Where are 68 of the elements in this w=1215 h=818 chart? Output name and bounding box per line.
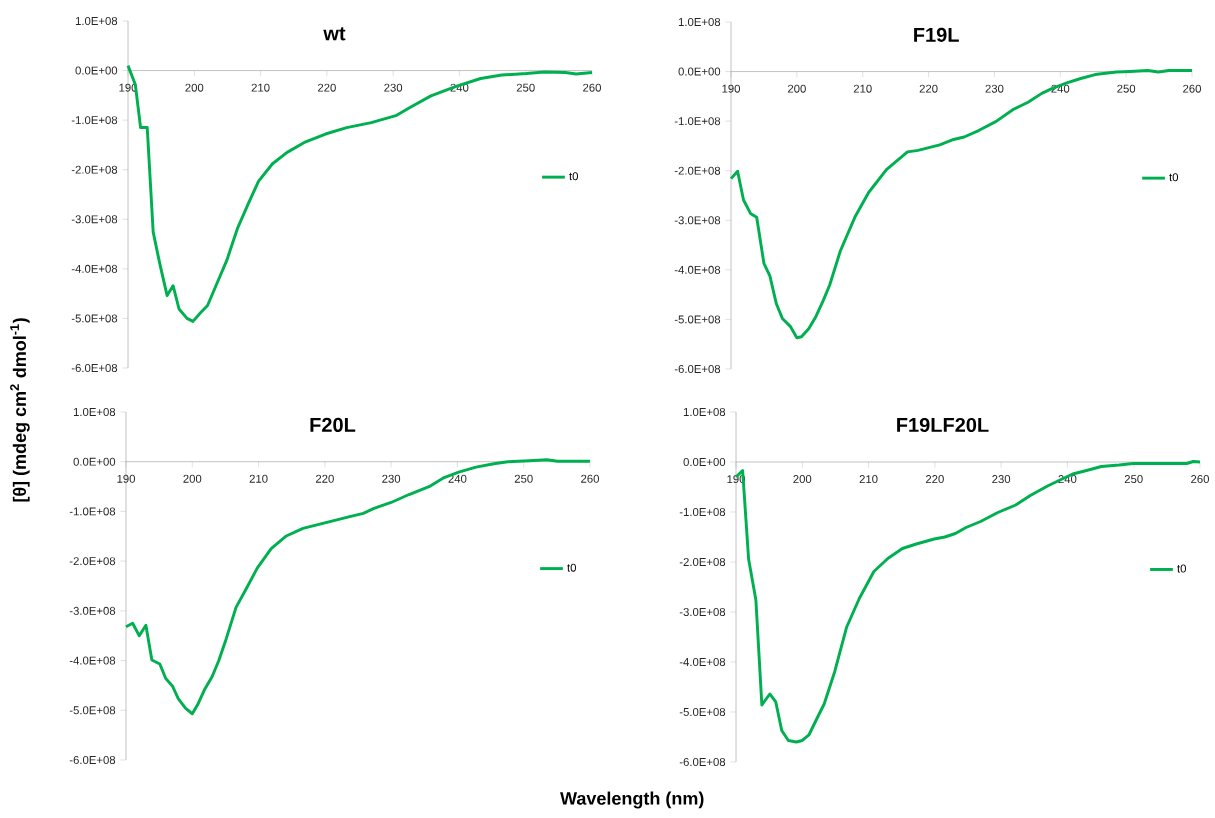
y-tick-label: -1.0E+08 (71, 116, 118, 125)
chart-title: F19LF20L (897, 417, 989, 433)
y-tick-label: -5.0E+08 (674, 315, 721, 324)
x-tick-label: 220 (919, 84, 938, 93)
x-tick-label: 210 (853, 84, 872, 93)
x-tick-label: 200 (793, 475, 812, 484)
x-tick-label: 230 (992, 475, 1011, 484)
legend-label: t0 (567, 563, 576, 572)
y-tick-label: 0.0E+00 (678, 67, 721, 76)
x-tick-label: 220 (925, 475, 944, 484)
x-tick-label: 250 (1117, 84, 1136, 93)
x-tick-label: 230 (384, 83, 403, 92)
x-tick-label: 260 (581, 474, 599, 483)
x-axis-title: Wavelength (nm) (560, 791, 704, 809)
y-tick-label: -4.0E+08 (679, 657, 726, 666)
x-tick-label: 250 (514, 474, 533, 483)
y-tick-label: -5.0E+08 (71, 314, 118, 323)
y-tick-label: -2.0E+08 (679, 557, 726, 566)
legend-label: t0 (569, 172, 578, 181)
x-tick-label: 210 (859, 475, 878, 484)
y-tick-label: -3.0E+08 (674, 216, 721, 225)
y-tick-label: 0.0E+00 (73, 457, 116, 466)
x-tick-label: 260 (583, 83, 601, 92)
y-tick-label: -3.0E+08 (679, 607, 726, 616)
y-tick-label: -1.0E+08 (69, 507, 116, 516)
y-tick-label: -6.0E+08 (69, 755, 116, 764)
y-tick-label: -6.0E+08 (679, 757, 726, 766)
y-tick-label: -4.0E+08 (69, 656, 116, 665)
chart-title: F20L (310, 417, 356, 432)
x-tick-label: 230 (382, 474, 401, 483)
y-tick-label: -4.0E+08 (674, 265, 721, 274)
y-tick-label: -5.0E+08 (679, 707, 726, 716)
x-tick-label: 250 (516, 83, 535, 92)
y-tick-label: -4.0E+08 (71, 264, 118, 273)
chart-title: wt (323, 27, 346, 41)
y-tick-label: 1.0E+08 (75, 17, 118, 26)
y-tick-label: -6.0E+08 (674, 364, 721, 373)
y-tick-label: -2.0E+08 (674, 166, 721, 175)
y-tick-label: -2.0E+08 (71, 165, 118, 174)
y-tick-label: 1.0E+08 (678, 17, 721, 26)
y-axis-title: [θ] (mdeg cm$^{2}$ dmol$^{-1}$) (10, 318, 30, 502)
x-tick-label: 200 (183, 474, 202, 483)
legend-label: t0 (1169, 173, 1179, 182)
y-tick-label: -1.0E+08 (674, 117, 721, 126)
x-tick-label: 260 (1183, 84, 1201, 93)
y-tick-label: -2.0E+08 (69, 557, 116, 566)
legend-label: t0 (1177, 564, 1186, 573)
x-tick-label: 190 (722, 84, 740, 93)
y-tick-label: -5.0E+08 (69, 706, 116, 715)
y-tick-label: 1.0E+08 (73, 407, 116, 416)
y-tick-label: 0.0E+00 (75, 66, 118, 75)
chart-title: F19L (914, 27, 959, 42)
x-tick-label: 190 (117, 474, 136, 483)
y-tick-label: -3.0E+08 (71, 215, 118, 224)
x-tick-label: 230 (985, 84, 1004, 93)
y-tick-label: -1.0E+08 (679, 507, 726, 516)
y-tick-label: 0.0E+00 (683, 457, 726, 466)
y-tick-label: -3.0E+08 (69, 606, 116, 615)
x-tick-label: 210 (249, 474, 268, 483)
y-tick-label: 1.0E+08 (683, 407, 726, 416)
x-tick-label: 200 (787, 84, 806, 93)
x-tick-label: 220 (315, 474, 334, 483)
x-tick-label: 200 (185, 83, 204, 92)
x-tick-label: 260 (1191, 475, 1209, 484)
x-tick-label: 210 (251, 83, 270, 92)
y-tick-label: -6.0E+08 (71, 363, 118, 372)
x-tick-label: 220 (317, 83, 336, 92)
x-tick-label: 250 (1124, 475, 1143, 484)
